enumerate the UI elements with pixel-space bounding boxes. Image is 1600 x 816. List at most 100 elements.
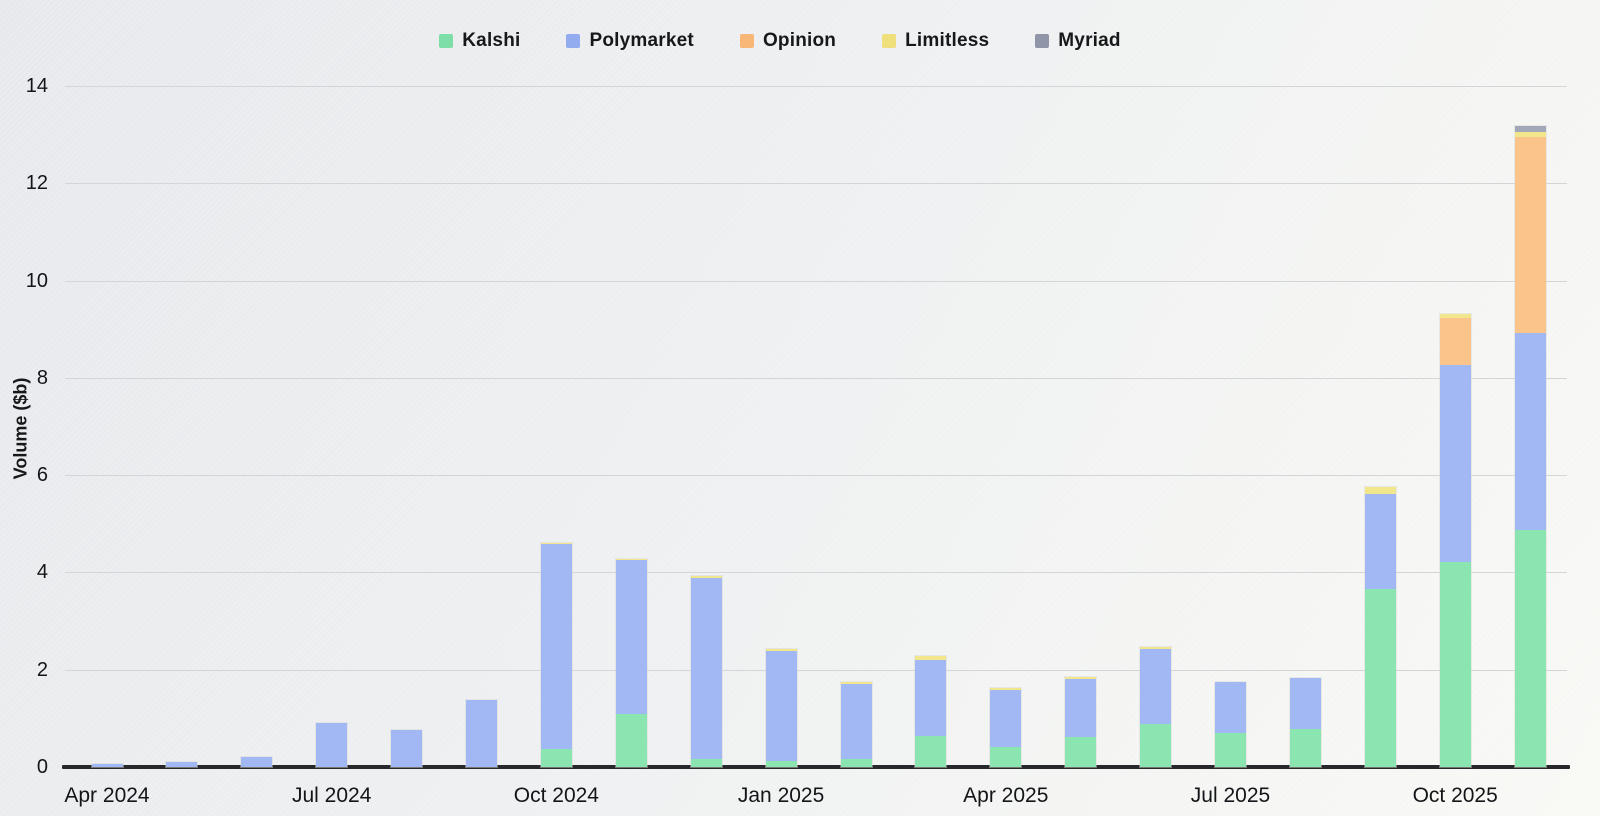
bar-segment-kalshi[interactable] bbox=[990, 746, 1022, 767]
legend-item-polymarket[interactable]: Polymarket bbox=[566, 30, 694, 52]
bar-group-jul-2025[interactable] bbox=[1215, 681, 1246, 767]
bar-segment-polymarket[interactable] bbox=[1439, 365, 1471, 562]
bar-group-oct-2024[interactable] bbox=[540, 542, 572, 767]
bar-segment-polymarket[interactable] bbox=[1514, 332, 1546, 530]
y-tick-label-6: 6 bbox=[36, 464, 48, 487]
bar-segment-limitless[interactable] bbox=[990, 687, 1022, 691]
bar-segment-polymarket[interactable] bbox=[1364, 493, 1396, 589]
x-tick-label-jul-2024: Jul 2024 bbox=[291, 784, 372, 807]
legend-swatch-myriad bbox=[1035, 34, 1050, 48]
bar-segment-kalshi[interactable] bbox=[765, 760, 797, 767]
bar-segment-polymarket[interactable] bbox=[615, 560, 647, 715]
legend-swatch-limitless bbox=[882, 34, 897, 48]
bar-segment-myriad[interactable] bbox=[1514, 125, 1546, 132]
gridline-y-2 bbox=[65, 669, 1567, 671]
bar-group-apr-2025[interactable] bbox=[990, 687, 1022, 767]
bar-segment-kalshi[interactable] bbox=[615, 714, 647, 767]
bar-segment-polymarket[interactable] bbox=[1289, 678, 1321, 729]
bar-segment-limitless[interactable] bbox=[690, 576, 722, 578]
legend-swatch-opinion bbox=[739, 34, 754, 48]
y-tick-label-10: 10 bbox=[25, 269, 48, 292]
bar-group-aug-2024[interactable] bbox=[391, 730, 423, 767]
bar-segment-polymarket[interactable] bbox=[466, 700, 497, 767]
bar-segment-limitless[interactable] bbox=[540, 542, 572, 544]
bar-segment-kalshi[interactable] bbox=[1439, 561, 1471, 767]
legend-label: Polymarket bbox=[589, 30, 694, 51]
bar-group-jul-2024[interactable] bbox=[316, 722, 348, 767]
bar-group-oct-2025[interactable] bbox=[1439, 314, 1471, 767]
y-tick-label-4: 4 bbox=[36, 561, 48, 584]
legend-label: Kalshi bbox=[462, 30, 521, 51]
bar-segment-limitless[interactable] bbox=[840, 681, 872, 684]
x-tick-label-jan-2025: Jan 2025 bbox=[737, 784, 825, 807]
bar-segment-polymarket[interactable] bbox=[765, 651, 797, 761]
legend: Kalshi Polymarket Opinion Limitless Myriad bbox=[0, 30, 1560, 52]
bar-segment-kalshi[interactable] bbox=[1140, 724, 1172, 767]
bar-segment-limitless[interactable] bbox=[1364, 486, 1396, 494]
bar-segment-polymarket[interactable] bbox=[915, 659, 947, 737]
bar-segment-polymarket[interactable] bbox=[1140, 648, 1172, 725]
bar-segment-polymarket[interactable] bbox=[540, 543, 572, 750]
y-tick-label-14: 14 bbox=[25, 75, 48, 97]
bar-segment-limitless[interactable] bbox=[1140, 646, 1172, 649]
x-tick-label-apr-2025: Apr 2025 bbox=[963, 784, 1049, 807]
bar-group-feb-2025[interactable] bbox=[840, 681, 872, 767]
plot-area bbox=[62, 86, 1570, 769]
gridline-y-10 bbox=[65, 280, 1567, 282]
bar-segment-kalshi[interactable] bbox=[1215, 733, 1246, 767]
bar-group-aug-2025[interactable] bbox=[1289, 678, 1321, 767]
bar-segment-limitless[interactable] bbox=[615, 558, 647, 561]
bar-segment-kalshi[interactable] bbox=[915, 736, 947, 767]
legend-item-myriad[interactable]: Myriad bbox=[1035, 30, 1121, 52]
bar-segment-polymarket[interactable] bbox=[690, 577, 722, 759]
bar-segment-polymarket[interactable] bbox=[990, 690, 1022, 747]
x-tick-label-oct-2025: Oct 2025 bbox=[1412, 784, 1498, 807]
bar-segment-kalshi[interactable] bbox=[1514, 529, 1546, 767]
y-tick-label-0: 0 bbox=[36, 756, 48, 778]
bar-group-nov-2025[interactable] bbox=[1514, 125, 1546, 767]
gridline-y-4 bbox=[65, 572, 1567, 574]
gridline-y-6 bbox=[65, 475, 1567, 477]
bar-segment-kalshi[interactable] bbox=[840, 758, 872, 767]
bar-group-jan-2025[interactable] bbox=[765, 649, 797, 767]
x-axis-line bbox=[62, 765, 1570, 769]
bar-segment-polymarket[interactable] bbox=[316, 722, 348, 767]
legend-item-opinion[interactable]: Opinion bbox=[739, 30, 836, 52]
bar-segment-polymarket[interactable] bbox=[391, 730, 423, 767]
bar-group-sep-2024[interactable] bbox=[466, 700, 497, 767]
bar-segment-kalshi[interactable] bbox=[1364, 588, 1396, 767]
bar-group-sep-2025[interactable] bbox=[1364, 486, 1396, 767]
bar-group-jun-2025[interactable] bbox=[1140, 646, 1172, 767]
x-tick-label-jul-2025: Jul 2025 bbox=[1190, 784, 1271, 807]
bar-segment-polymarket[interactable] bbox=[91, 763, 123, 767]
bar-segment-kalshi[interactable] bbox=[1289, 728, 1321, 767]
bar-segment-limitless[interactable] bbox=[765, 649, 797, 652]
legend-item-limitless[interactable]: Limitless bbox=[882, 30, 989, 52]
bar-segment-limitless[interactable] bbox=[1065, 677, 1097, 680]
bar-segment-limitless[interactable] bbox=[915, 656, 947, 660]
bar-group-apr-2024[interactable] bbox=[91, 763, 123, 767]
legend-item-kalshi[interactable]: Kalshi bbox=[439, 30, 520, 52]
legend-label: Myriad bbox=[1058, 30, 1121, 51]
bar-segment-polymarket[interactable] bbox=[840, 683, 872, 759]
bar-segment-opinion[interactable] bbox=[1439, 318, 1471, 366]
legend-label: Limitless bbox=[905, 30, 990, 51]
bar-segment-limitless[interactable] bbox=[1439, 314, 1471, 319]
y-tick-label-12: 12 bbox=[25, 172, 48, 195]
bar-group-jun-2024[interactable] bbox=[241, 756, 273, 767]
bar-group-mar-2025[interactable] bbox=[915, 656, 947, 767]
bar-group-dec-2024[interactable] bbox=[690, 576, 722, 767]
bar-segment-opinion[interactable] bbox=[1514, 136, 1546, 333]
bar-group-nov-2024[interactable] bbox=[615, 558, 647, 767]
bar-segment-polymarket[interactable] bbox=[241, 756, 273, 767]
bar-segment-polymarket[interactable] bbox=[166, 761, 198, 767]
bar-group-may-2025[interactable] bbox=[1065, 677, 1097, 767]
bar-segment-kalshi[interactable] bbox=[1065, 737, 1097, 767]
bar-segment-polymarket[interactable] bbox=[1215, 681, 1246, 734]
bar-segment-polymarket[interactable] bbox=[1065, 679, 1097, 738]
bar-segment-kalshi[interactable] bbox=[540, 749, 572, 767]
bar-segment-limitless[interactable] bbox=[1514, 131, 1546, 137]
bar-segment-kalshi[interactable] bbox=[690, 758, 722, 767]
bar-group-may-2024[interactable] bbox=[166, 761, 198, 767]
x-tick-label-oct-2024: Oct 2024 bbox=[513, 784, 599, 807]
